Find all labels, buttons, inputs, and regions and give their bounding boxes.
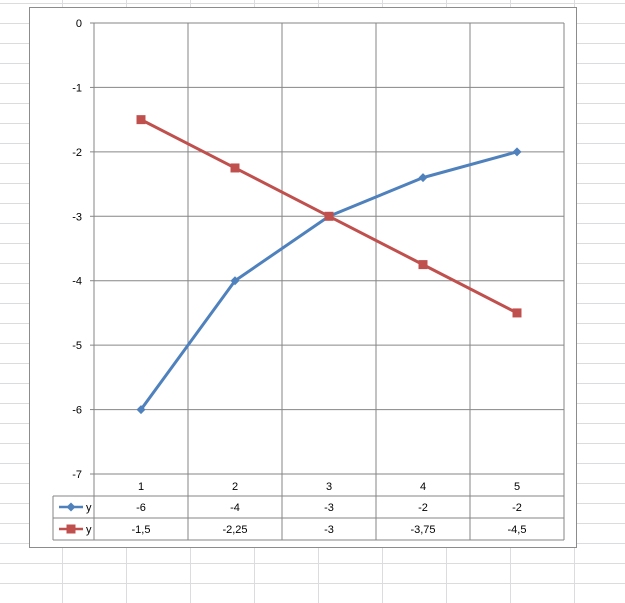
y-tick-label: -6 <box>72 405 82 417</box>
data-point <box>418 260 428 270</box>
legend-label: y <box>86 502 92 514</box>
table-cell: -3 <box>324 502 334 514</box>
x-category-label: 5 <box>514 481 520 493</box>
y-tick-label: 0 <box>76 18 82 30</box>
data-point <box>324 211 334 221</box>
data-point <box>512 147 522 157</box>
table-cell: -2,25 <box>222 524 247 536</box>
x-category-label: 3 <box>326 481 332 493</box>
data-point <box>418 173 428 183</box>
legend-marker <box>66 502 76 512</box>
table-cell: -1,5 <box>132 524 151 536</box>
data-point <box>512 308 522 318</box>
y-tick-label: -4 <box>72 276 82 288</box>
y-tick-label: -7 <box>72 469 82 481</box>
x-category-label: 2 <box>232 481 238 493</box>
x-category-label: 1 <box>138 481 144 493</box>
table-cell: -6 <box>136 502 146 514</box>
table-cell: -2 <box>418 502 428 514</box>
chart-area[interactable]: 0 -1 -2 -3 -4 -5 -6 -7 1 2 3 4 5 y -6 -4 -3 -2 -2 y -1,5 -2,2… <box>29 7 577 548</box>
y-tick-label: -1 <box>72 82 82 94</box>
y-tick-label: -3 <box>72 211 82 223</box>
data-point <box>136 115 146 125</box>
x-category-label: 4 <box>420 481 426 493</box>
legend-label: y <box>86 524 92 536</box>
data-point <box>136 405 146 415</box>
table-cell: -2 <box>512 502 522 514</box>
table-cell: -3,75 <box>410 524 435 536</box>
line-chart: 0 -1 -2 -3 -4 -5 -6 -7 1 2 3 4 5 y -6 -4 -3 -2 -2 y -1,5 -2,2… <box>52 18 565 541</box>
y-tick-label: -5 <box>72 340 82 352</box>
table-cell: -4 <box>230 502 240 514</box>
table-cell: -3 <box>324 524 334 536</box>
legend-marker <box>66 524 76 534</box>
data-point <box>230 163 240 173</box>
data-point <box>230 276 240 286</box>
table-cell: -4,5 <box>508 524 527 536</box>
y-tick-label: -2 <box>72 147 82 159</box>
